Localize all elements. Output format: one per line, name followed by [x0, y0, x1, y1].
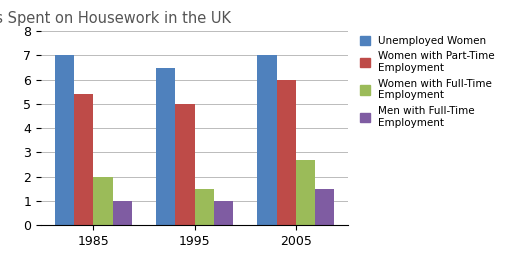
Bar	[55, 55, 74, 225]
Bar	[214, 201, 233, 225]
Bar	[195, 189, 214, 225]
Bar	[156, 68, 175, 225]
Bar	[296, 160, 315, 225]
Bar	[93, 177, 113, 225]
Bar	[113, 201, 132, 225]
Bar	[315, 189, 334, 225]
Bar	[74, 94, 93, 225]
Bar	[276, 80, 296, 225]
Legend: Unemployed Women, Women with Part-Time
Employment, Women with Full-Time
Employme: Unemployed Women, Women with Part-Time E…	[356, 32, 498, 131]
Text: Hours Spent on Housework in the UK: Hours Spent on Housework in the UK	[0, 11, 231, 26]
Bar	[175, 104, 195, 225]
Bar	[258, 55, 276, 225]
